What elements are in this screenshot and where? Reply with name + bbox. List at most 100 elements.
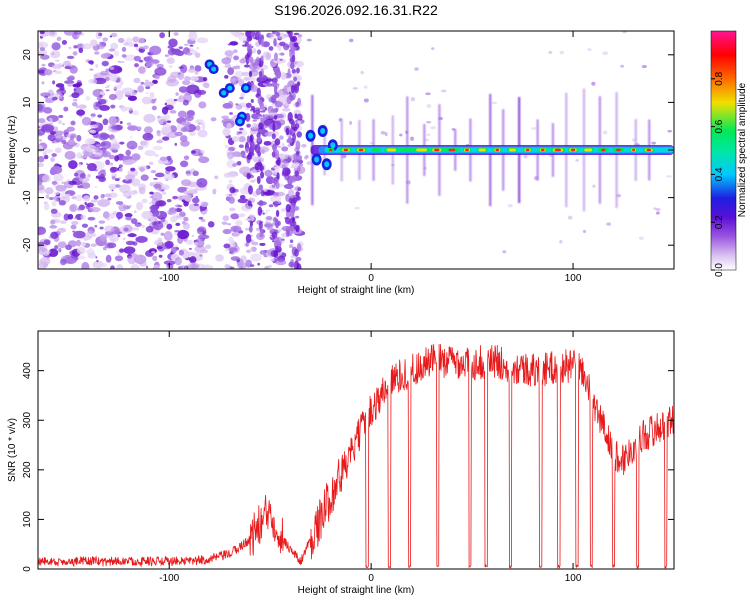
spectrogram-carrier-tone <box>305 124 674 171</box>
spectrogram-hotspot-core <box>227 85 233 91</box>
spectrogram-speckle <box>296 113 303 121</box>
spectrogram-streak <box>296 243 302 252</box>
spectrogram-faint-dot <box>363 85 368 89</box>
spectrogram-speckle <box>102 169 106 172</box>
spectrogram-speckle <box>76 134 82 142</box>
spectrogram-streak <box>288 198 294 204</box>
spectrogram-streak <box>271 231 278 239</box>
spectrogram-streak <box>274 92 280 99</box>
spectrogram-streak <box>292 133 297 141</box>
spectrogram-speckle <box>202 230 207 236</box>
spectrogram-speckle <box>286 82 293 86</box>
spectrogram-faint-dot <box>655 211 660 215</box>
spectrogram-speckle <box>237 77 242 83</box>
spectrogram-speckle <box>248 214 255 219</box>
spectrogram-speckle <box>265 220 268 223</box>
spectrogram-speckle <box>67 138 75 146</box>
spectrogram-speckle <box>291 68 297 74</box>
spectrogram-speckle <box>183 190 189 195</box>
spectrogram-speckle <box>235 103 239 106</box>
spectrogram-faint-dot <box>582 229 587 234</box>
spectrogram-speckle <box>237 198 249 204</box>
spectrogram-speckle <box>239 58 247 64</box>
spectrogram-streak <box>276 172 280 180</box>
spectrogram-speckle <box>100 140 112 150</box>
spectrogram-speckle <box>54 126 59 132</box>
colorbar-scale <box>710 30 737 271</box>
spectrogram-speckle <box>280 72 287 80</box>
spectrogram-speckle <box>50 157 55 162</box>
spectrogram-speckle <box>257 262 261 266</box>
spectrogram-speckle <box>196 46 200 50</box>
spectrogram-speckle <box>186 84 200 95</box>
spectrogram-speckle <box>38 184 45 191</box>
spectrogram-speckle <box>110 125 118 130</box>
spectrogram-speckle <box>249 264 255 267</box>
spectrogram-speckle <box>104 225 115 233</box>
spectrogram-speckle <box>55 130 64 136</box>
spectrogram-speckle <box>141 96 152 105</box>
spectrogram-speckle <box>277 47 282 52</box>
spectrogram-speckle <box>105 159 110 166</box>
spectrogram-speckle <box>260 110 266 113</box>
spectrogram-speckle <box>48 248 59 257</box>
spectrogram-speckle <box>85 138 94 146</box>
spectrogram-streak <box>293 262 298 269</box>
tone-yellow-pulse <box>416 148 428 152</box>
spectrogram-faint-dot <box>425 92 431 96</box>
spectrogram-speckle <box>90 39 98 47</box>
spectrogram-speckle <box>183 216 189 222</box>
spectrogram-streak <box>256 31 261 37</box>
tone-red-pulse <box>343 148 349 152</box>
spectrogram-y-tick-label: 0 <box>22 147 33 153</box>
spectrogram-faint-dot <box>380 130 386 135</box>
spectrogram-speckle <box>182 99 189 106</box>
spectrogram-faint-dot <box>352 87 359 90</box>
spectrogram-speckle <box>93 101 100 111</box>
spectrogram-speckle <box>238 131 243 134</box>
spectrogram-speckle <box>95 256 98 259</box>
spectrogram-faint-dot <box>620 64 625 68</box>
tone-red-pulse <box>465 148 469 152</box>
spectrogram-speckle <box>166 155 172 161</box>
spectrogram-speckle <box>130 167 136 172</box>
spectrogram-speckle <box>40 54 50 60</box>
spectrogram-speckle <box>244 227 251 231</box>
spectrogram-speckle <box>231 117 236 121</box>
spectrogram-speckle <box>49 225 58 229</box>
spectrogram-speckle <box>101 150 111 158</box>
spectrogram-speckle <box>61 139 67 144</box>
spectrogram-speckle <box>82 43 93 50</box>
spectrogram-streak <box>260 38 265 47</box>
spectrogram-speckle <box>151 98 156 104</box>
spectrogram-streak <box>285 127 290 136</box>
spectrogram-streak <box>296 195 300 201</box>
spectrogram-x-tick-label: -100 <box>159 273 179 284</box>
spectrogram-speckle <box>154 67 167 76</box>
spectrogram-speckle <box>131 153 141 161</box>
spectrogram-speckle <box>84 202 87 205</box>
spectrogram-speckle <box>174 229 180 233</box>
spectrogram-speckle <box>54 245 59 250</box>
spectrogram-speckle <box>100 194 105 199</box>
spectrogram-speckle <box>121 46 127 52</box>
spectrogram-speckle <box>175 215 182 218</box>
spectrogram-speckle <box>281 143 285 146</box>
spectrogram-speckle <box>190 82 194 85</box>
spectrogram-speckle <box>80 214 86 220</box>
spectrogram-speckle <box>79 173 86 179</box>
spectrogram-streak <box>247 185 253 195</box>
spectrogram-speckle <box>145 250 154 257</box>
spectrogram-speckle <box>117 38 125 43</box>
spectrogram-speckle <box>265 176 275 185</box>
tone-red-pulse <box>358 148 364 152</box>
spectrogram-speckle <box>268 46 274 51</box>
spectrogram-speckle <box>282 43 290 51</box>
spectrogram-speckle <box>81 261 90 269</box>
spectrogram-speckle <box>52 80 56 85</box>
spectrogram-speckle <box>273 164 278 168</box>
spectrogram-streak <box>260 189 265 197</box>
snr-y-tick-label: 200 <box>22 461 33 478</box>
colorbar-label: Normalized spectral amplitude <box>737 82 748 217</box>
spectrogram-speckle <box>118 203 127 212</box>
